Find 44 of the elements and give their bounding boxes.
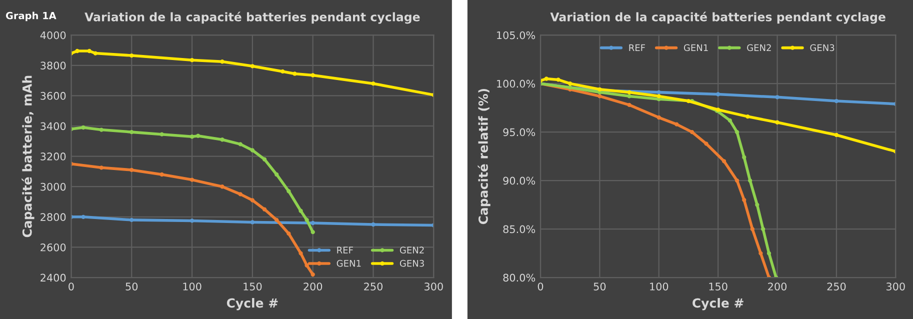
y-tick-label: 100.0% xyxy=(497,80,536,88)
y-tick-label: 3000 xyxy=(40,182,66,191)
chart-title: Variation de la capacité batteries pendant cyclage xyxy=(84,12,420,24)
x-tick-label: 100 xyxy=(183,282,202,290)
y-tick-label: 85.0% xyxy=(503,225,536,234)
y-tick-label: 3800 xyxy=(40,62,66,70)
y-tick-label: 4000 xyxy=(40,31,66,40)
x-tick-label: 250 xyxy=(827,282,846,290)
y-axis-title: Capacité batterie, mAh xyxy=(22,76,34,238)
caption: Graph 1A xyxy=(6,12,56,22)
y-tick-label: 95.0% xyxy=(503,128,536,136)
legend-label: GEN2 xyxy=(400,246,424,254)
x-axis-title: Cycle # xyxy=(692,298,744,310)
x-tick-label: 150 xyxy=(244,282,262,290)
x-tick-label: 300 xyxy=(886,282,905,290)
x-tick-label: 150 xyxy=(709,282,728,290)
legend-label: GEN1 xyxy=(684,44,708,52)
y-tick-label: 3600 xyxy=(40,92,66,100)
y-tick-label: 90.0% xyxy=(503,176,536,185)
x-tick-label: 50 xyxy=(126,282,138,290)
x-tick-label: 300 xyxy=(424,282,443,290)
x-tick-label: 250 xyxy=(364,282,383,290)
chart-title: Variation de la capacité batteries pendant cyclage xyxy=(550,12,886,24)
y-tick-label: 2800 xyxy=(40,213,66,222)
y-tick-label: 3400 xyxy=(40,122,66,130)
legend-label: REF xyxy=(629,44,646,51)
legend-label: GEN3 xyxy=(400,260,424,267)
y-tick-label: 3200 xyxy=(40,152,66,160)
x-tick-label: 50 xyxy=(594,282,606,290)
x-tick-label: 200 xyxy=(304,282,322,290)
y-axis-title: Capacité relatif (%) xyxy=(478,88,490,224)
y-tick-label: 105.0% xyxy=(497,31,536,40)
x-axis-title: Cycle # xyxy=(226,298,278,310)
x-tick-label: 0 xyxy=(68,282,74,290)
y-tick-label: 2400 xyxy=(40,274,66,282)
y-tick-label: 80.0% xyxy=(503,274,536,282)
legend-label: GEN1 xyxy=(336,260,361,267)
legend-label: REF xyxy=(337,246,353,254)
x-tick-label: 200 xyxy=(768,282,787,290)
legend-label: GEN2 xyxy=(747,44,771,52)
x-tick-label: 0 xyxy=(538,282,544,290)
y-tick-label: 2600 xyxy=(40,243,66,252)
x-tick-label: 100 xyxy=(650,282,668,290)
legend-label: GEN3 xyxy=(810,44,834,52)
